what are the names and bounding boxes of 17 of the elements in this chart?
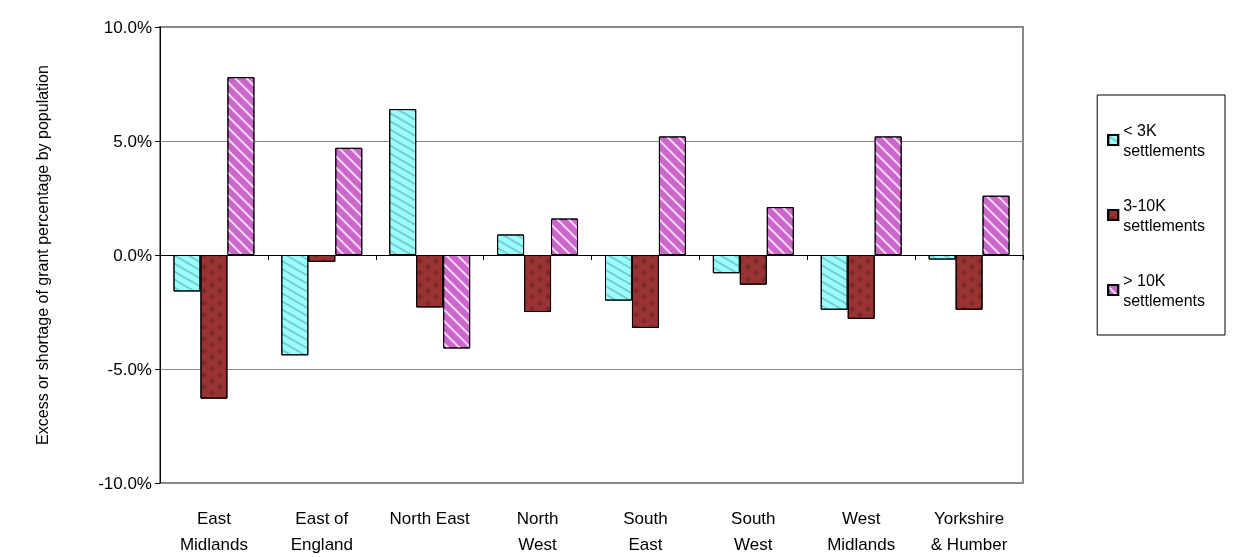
- y-tick-label: 0.0%: [113, 245, 152, 265]
- y-tick-label: -10.0%: [98, 473, 152, 493]
- x-tick-label: North East: [389, 508, 471, 528]
- legend-label: < 3K settlements: [1123, 121, 1205, 159]
- x-tick-label: North West: [516, 508, 559, 554]
- x-tick-label: East Midlands: [179, 508, 248, 554]
- x-tick-label: Yorkshire & Humber: [930, 508, 1008, 554]
- y-tick-label: 5.0%: [113, 131, 152, 151]
- x-tick-label: South West: [731, 508, 776, 554]
- x-tick-label: East of England: [290, 508, 354, 554]
- legend-label: > 10K settlements: [1123, 271, 1205, 309]
- x-tick-label: West Midlands: [827, 508, 896, 554]
- legend-label: 3-10K settlements: [1123, 196, 1205, 234]
- y-axis-title: Excess or shortage of grant percentage by population: [33, 65, 51, 445]
- x-tick-label: South East: [623, 508, 668, 554]
- y-tick-label: -5.0%: [107, 359, 152, 379]
- y-tick-label: 10.0%: [103, 17, 152, 37]
